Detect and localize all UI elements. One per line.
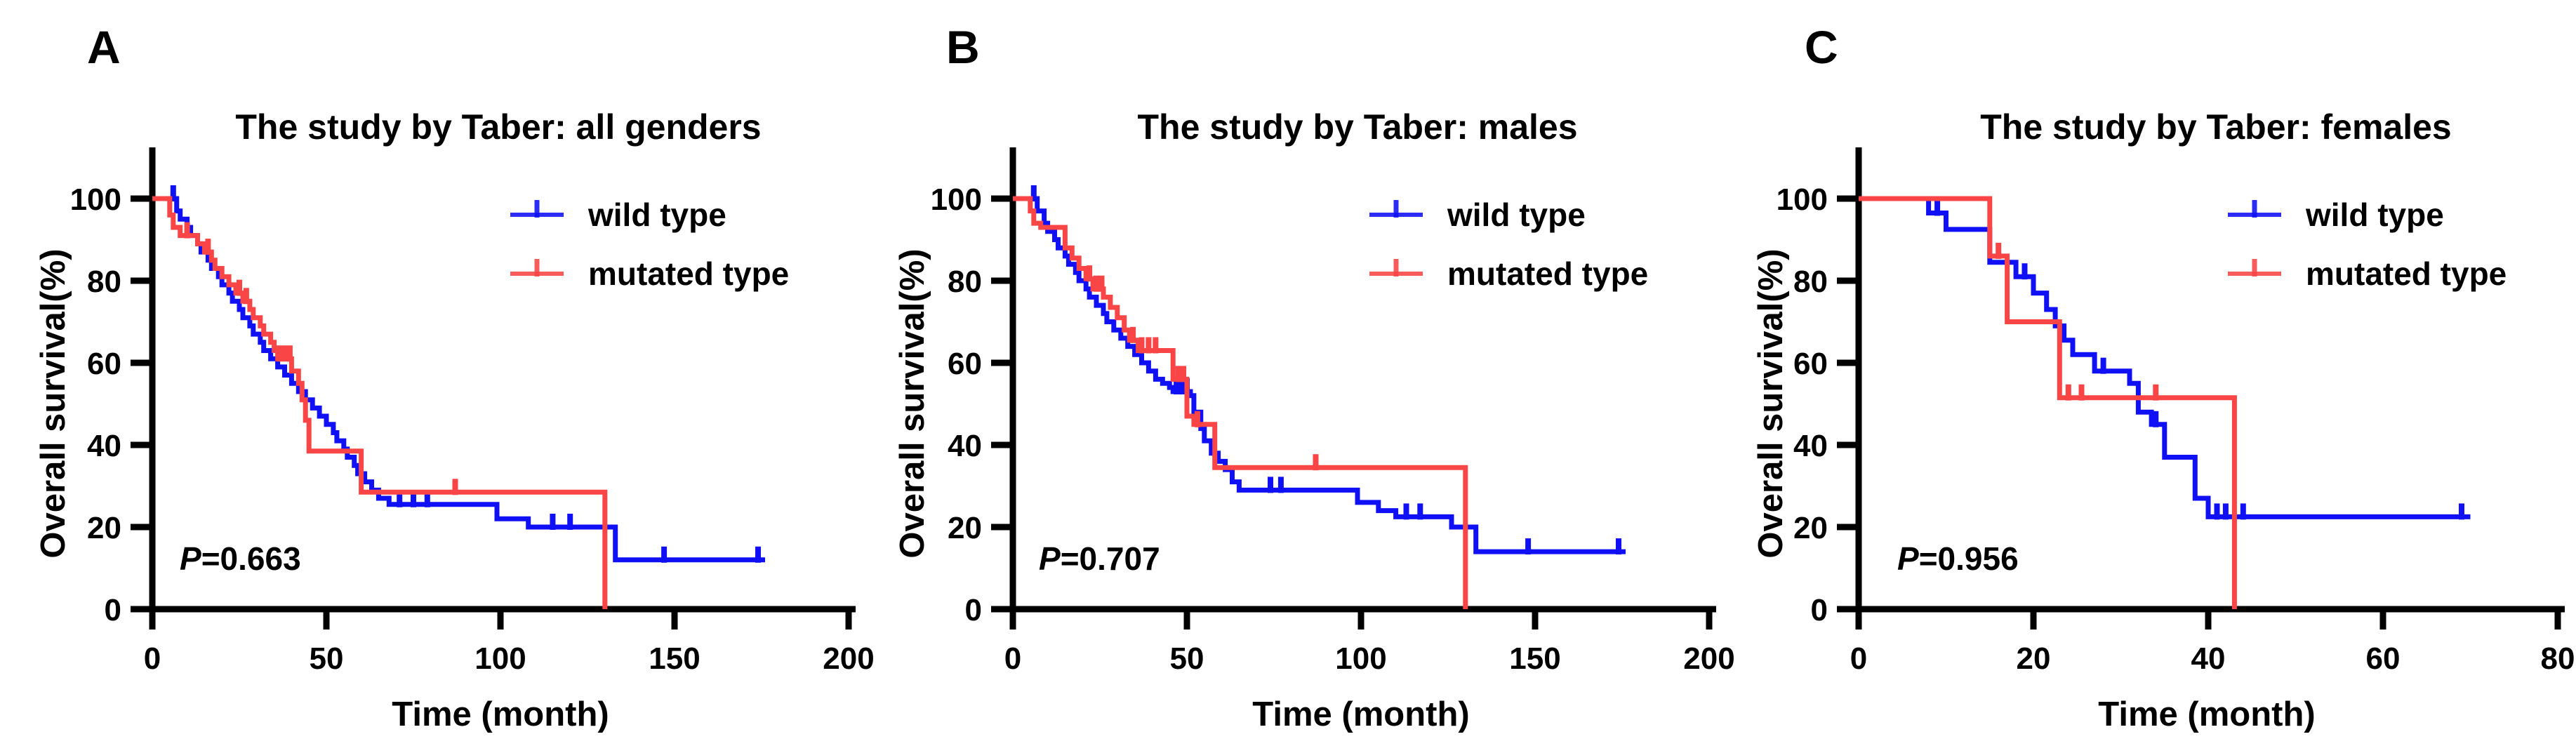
panel-letter: B — [946, 21, 980, 73]
legend-label: wild type — [587, 197, 726, 233]
x-tick-label: 150 — [1509, 641, 1560, 676]
y-tick-label: 80 — [1793, 265, 1828, 299]
censor-ticks-wild-type — [1030, 185, 1621, 555]
y-tick-label: 40 — [948, 429, 982, 463]
y-tick-label: 60 — [1793, 347, 1828, 381]
x-tick-label: 80 — [2541, 641, 2575, 676]
x-tick-label: 0 — [144, 641, 161, 676]
censor-ticks-mutated-type — [1087, 265, 1319, 471]
x-tick-label: 200 — [823, 641, 874, 676]
y-tick-label: 0 — [1811, 593, 1828, 627]
curve-mutated-type — [1859, 196, 2237, 609]
p-value-label: P=0.956 — [1897, 540, 2019, 577]
y-tick-label: 60 — [948, 347, 982, 381]
legend-label: mutated type — [1447, 255, 1648, 292]
curve-mutated-type — [152, 196, 608, 609]
panel-letter: A — [87, 21, 121, 73]
legend: wild type mutated type — [1369, 197, 1648, 292]
curve-wild-type — [1026, 196, 1626, 554]
curve-mutated-type — [1013, 196, 1468, 609]
x-tick-label: 0 — [1850, 641, 1867, 676]
y-tick-label: 0 — [105, 593, 121, 627]
x-axis-label: Time (month) — [2098, 695, 2315, 733]
legend-label: mutated type — [2306, 255, 2507, 292]
y-tick-label: 80 — [87, 265, 121, 299]
x-axis-label: Time (month) — [1252, 695, 1469, 733]
x-tick-label: 40 — [2191, 641, 2226, 676]
y-axis-label: Overall survival(%) — [34, 248, 72, 558]
legend-label: wild type — [1447, 197, 1586, 233]
y-tick-label: 0 — [965, 593, 982, 627]
legend-label: mutated type — [588, 255, 789, 292]
x-tick-label: 0 — [1004, 641, 1021, 676]
y-axis-label: Overall survival(%) — [1752, 248, 1790, 558]
y-tick-label: 40 — [87, 429, 121, 463]
y-tick-label: 20 — [1793, 511, 1828, 545]
p-value-label: P=0.707 — [1039, 540, 1160, 577]
panel-b: B The study by Taber: males 0 20 40 60 80 100 0 5… — [894, 21, 1735, 733]
y-tick-label: 80 — [948, 265, 982, 299]
p-value-label: P=0.663 — [180, 540, 301, 577]
y-tick-label: 100 — [1777, 182, 1828, 217]
censor-ticks-mutated-type — [184, 222, 458, 495]
x-tick-label: 100 — [474, 641, 526, 676]
x-tick-label: 150 — [649, 641, 700, 676]
x-tick-label: 200 — [1683, 641, 1734, 676]
plot-title: The study by Taber: all genders — [235, 107, 761, 147]
x-axis-label: Time (month) — [392, 695, 609, 733]
y-tick-label: 40 — [1793, 429, 1828, 463]
censor-ticks-wild-type — [1934, 199, 2464, 520]
panel-c: C The study by Taber: females 0 20 40 60 80 100… — [1752, 21, 2575, 733]
legend-label: wild type — [2305, 197, 2444, 233]
panel-letter: C — [1805, 21, 1838, 73]
y-tick-label: 20 — [87, 511, 121, 545]
y-tick-label: 60 — [87, 347, 121, 381]
curve-wild-type — [1859, 196, 2471, 519]
y-tick-label: 100 — [70, 182, 121, 217]
legend: wild type mutated type — [510, 197, 789, 292]
x-tick-label: 50 — [310, 641, 344, 676]
plot-title: The study by Taber: females — [1980, 107, 2451, 147]
y-axis-label: Overall survival(%) — [894, 248, 931, 558]
legend: wild type mutated type — [2228, 197, 2507, 292]
x-tick-label: 60 — [2366, 641, 2401, 676]
plot-title: The study by Taber: males — [1137, 107, 1577, 147]
x-tick-label: 20 — [2017, 641, 2051, 676]
y-tick-label: 20 — [948, 511, 982, 545]
curve-wild-type — [166, 196, 765, 563]
panel-a: A The study by Taber: all genders 0 20 40 60 8… — [34, 21, 875, 733]
y-tick-label: 100 — [931, 182, 982, 217]
censor-ticks-mutated-type — [1996, 242, 2159, 401]
x-tick-label: 50 — [1170, 641, 1204, 676]
x-tick-label: 100 — [1335, 641, 1386, 676]
